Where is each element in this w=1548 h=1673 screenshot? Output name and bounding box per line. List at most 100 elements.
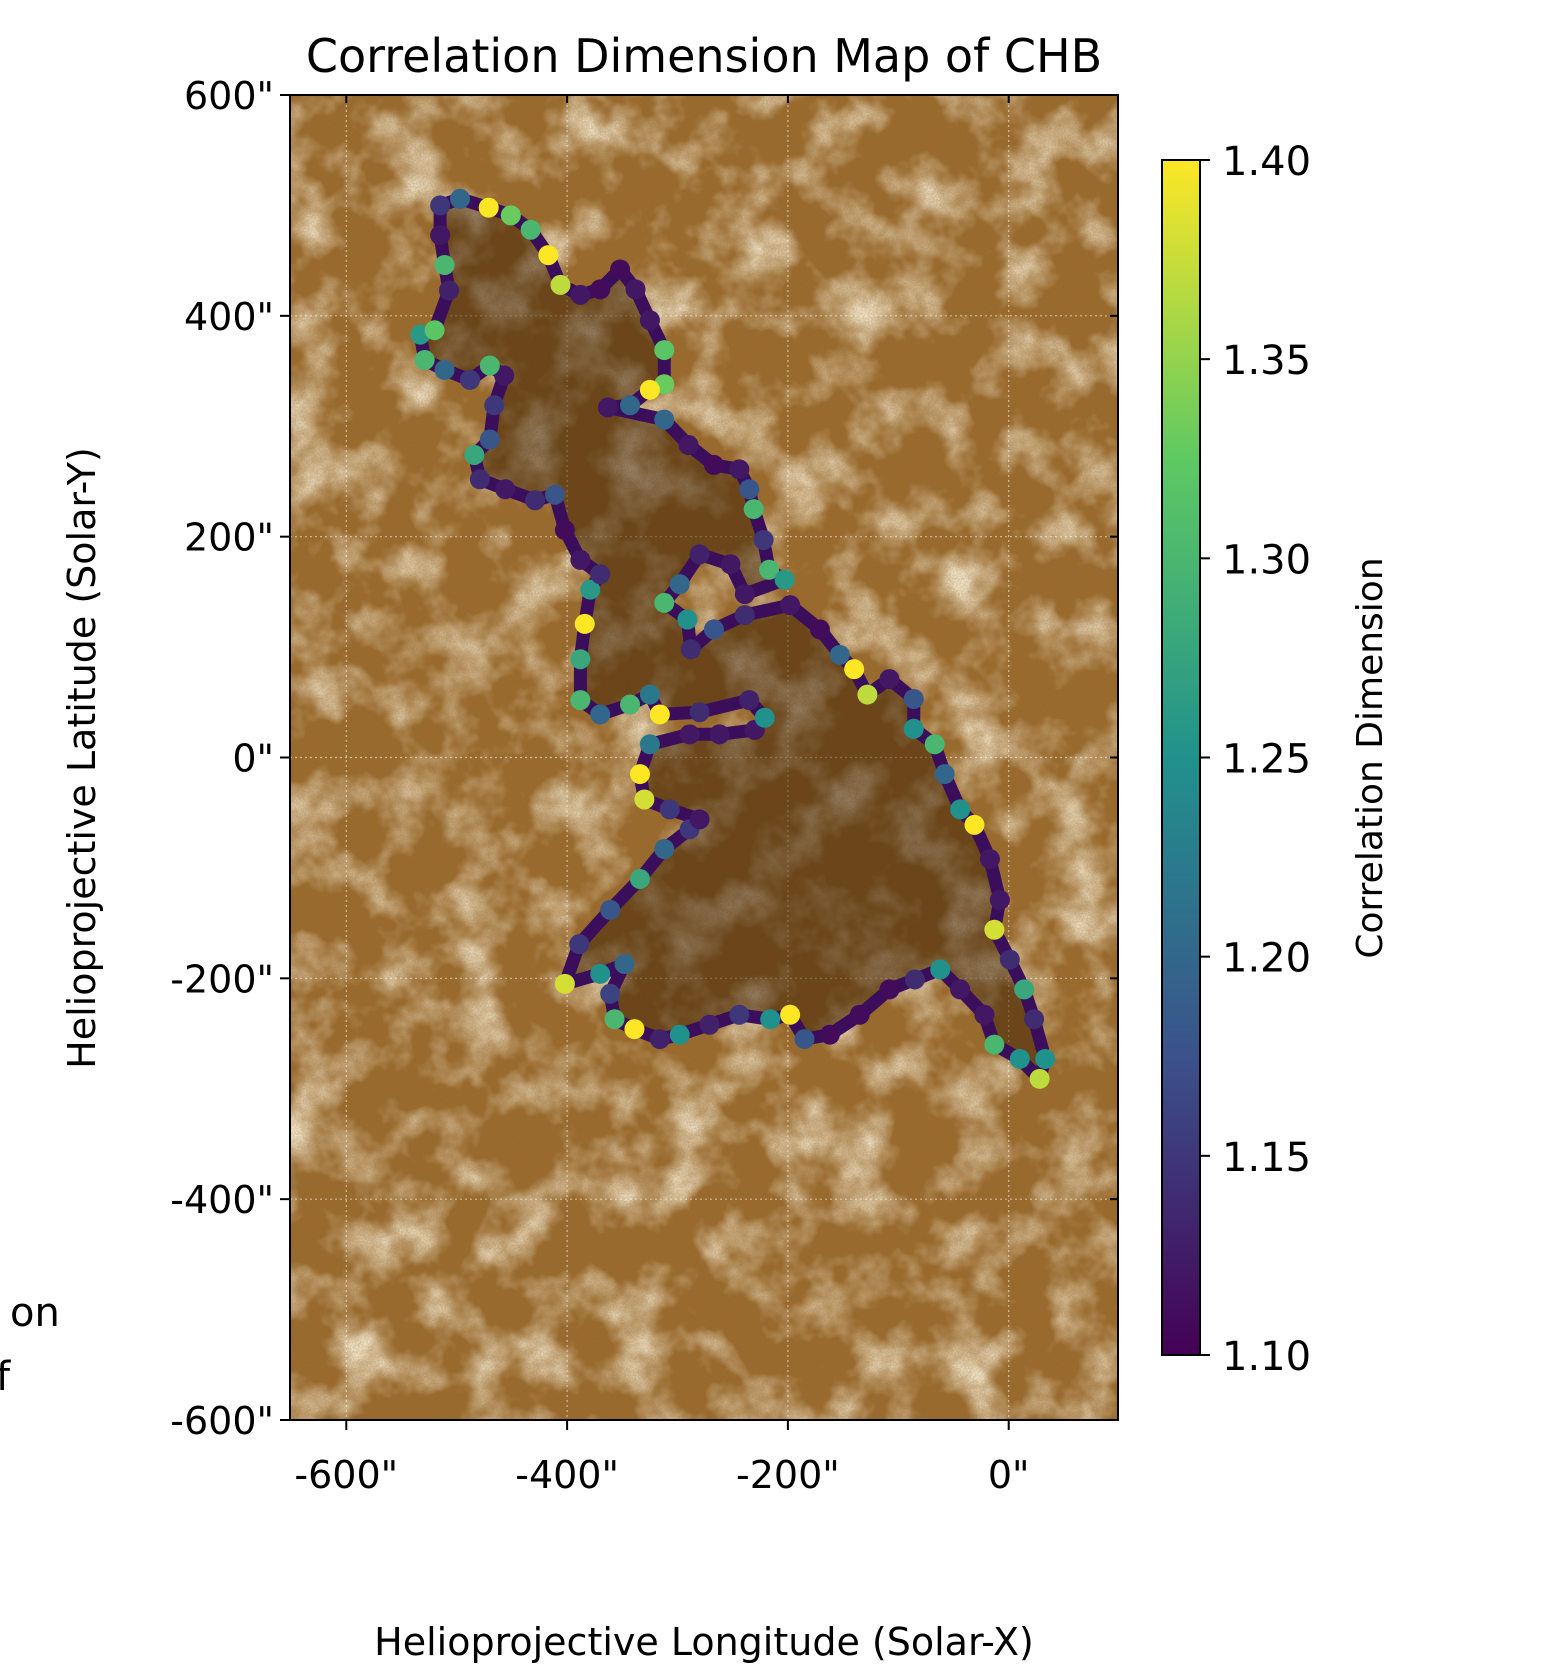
boundary-point	[739, 690, 760, 711]
boundary-point	[649, 1029, 670, 1050]
boundary-point	[639, 379, 660, 400]
boundary-point	[430, 225, 451, 246]
boundary-point	[677, 609, 698, 630]
boundary-point	[1035, 1048, 1056, 1069]
boundary-point	[753, 529, 774, 550]
boundary-point	[760, 1009, 781, 1030]
boundary-point	[689, 544, 710, 565]
y-tick-label: -400"	[170, 1178, 274, 1222]
boundary-point	[414, 350, 435, 370]
y-tick-label: 200"	[184, 516, 274, 560]
y-tick-label: 600"	[184, 74, 274, 118]
boundary-point	[478, 197, 499, 218]
boundary-point	[829, 644, 850, 665]
boundary-point	[903, 688, 924, 709]
boundary-point	[538, 245, 559, 266]
boundary-point	[654, 839, 675, 860]
boundary-point	[600, 899, 621, 920]
colorbar-tick-label: 1.15	[1222, 1135, 1311, 1181]
boundary-point	[703, 619, 724, 640]
boundary-point	[629, 764, 650, 785]
boundary-point	[434, 359, 455, 380]
boundary-point	[639, 734, 660, 755]
y-tick-label: -600"	[170, 1399, 274, 1443]
boundary-point	[809, 619, 830, 640]
boundary-point	[729, 1004, 750, 1025]
boundary-point	[590, 279, 611, 300]
boundary-point	[654, 340, 675, 361]
boundary-point	[590, 963, 611, 984]
colorbar-tick-label: 1.25	[1222, 737, 1311, 783]
boundary-point	[678, 435, 699, 456]
boundary-point	[857, 684, 878, 705]
boundary-point	[999, 949, 1020, 970]
boundary-point	[580, 579, 601, 600]
boundary-point	[654, 409, 675, 430]
boundary-point	[734, 605, 755, 626]
boundary-point	[570, 549, 591, 570]
boundary-point	[574, 613, 595, 634]
boundary-point	[639, 310, 660, 331]
boundary-point	[879, 979, 900, 1000]
colorbar-tick-label: 1.35	[1222, 338, 1311, 384]
boundary-point	[625, 279, 646, 300]
boundary-point	[629, 868, 650, 889]
boundary-point	[604, 1009, 625, 1030]
boundary-point	[459, 369, 480, 390]
boundary-point	[520, 219, 541, 240]
colorbar	[1161, 159, 1201, 1356]
boundary-point	[989, 889, 1010, 910]
boundary-point	[495, 479, 516, 500]
boundary-point	[689, 809, 710, 830]
boundary-point	[450, 188, 471, 209]
boundary-point	[819, 1024, 840, 1045]
boundary-point	[950, 799, 971, 820]
boundary-point	[703, 454, 724, 475]
boundary-point	[709, 724, 730, 745]
boundary-point	[649, 704, 670, 725]
boundary-point	[1029, 1068, 1050, 1089]
x-tick-label: -400"	[515, 1453, 619, 1497]
y-tick-label: 0"	[232, 737, 274, 781]
boundary-point	[438, 280, 459, 301]
boundary-point	[739, 479, 760, 500]
boundary-point	[484, 395, 505, 416]
boundary-point	[924, 734, 945, 755]
boundary-point	[479, 355, 500, 376]
plot-layer	[290, 95, 1118, 1420]
x-axis-label: Helioprojective Longitude (Solar-X)	[374, 1620, 1034, 1664]
boundary-point	[550, 274, 571, 295]
boundary-point	[680, 639, 701, 660]
y-tick-label: -200"	[170, 957, 274, 1001]
colorbar-label: Correlation Dimension	[1350, 557, 1391, 958]
boundary-point	[754, 707, 775, 728]
x-tick-label: 0"	[988, 1453, 1030, 1497]
boundary-point	[979, 849, 1000, 870]
boundary-point	[600, 983, 621, 1004]
colorbar-tick-label: 1.10	[1222, 1334, 1311, 1380]
boundary-point	[774, 569, 795, 590]
boundary-point	[794, 1029, 815, 1050]
boundary-point	[469, 469, 490, 490]
boundary-point	[624, 1019, 645, 1040]
boundary-point	[904, 969, 925, 990]
boundary-point	[780, 595, 801, 616]
boundary-point	[554, 973, 575, 994]
chart-title: Correlation Dimension Map of CHB	[306, 29, 1102, 83]
boundary-point	[554, 520, 575, 541]
boundary-point	[930, 959, 951, 980]
x-tick-label: -200"	[736, 1453, 840, 1497]
boundary-point	[525, 490, 546, 511]
y-axis-label: Helioprojective Latitude (Solar-Y)	[60, 447, 104, 1069]
boundary-point	[654, 592, 675, 613]
boundary-point	[669, 574, 690, 595]
boundary-point	[639, 684, 660, 705]
boundary-point	[620, 694, 641, 715]
boundary-point	[434, 255, 455, 276]
boundary-point	[570, 649, 591, 670]
boundary-point	[570, 690, 591, 711]
boundary-point	[984, 1034, 1005, 1055]
colorbar-tick-label: 1.20	[1222, 936, 1311, 982]
y-tick-label: 400"	[184, 295, 274, 339]
